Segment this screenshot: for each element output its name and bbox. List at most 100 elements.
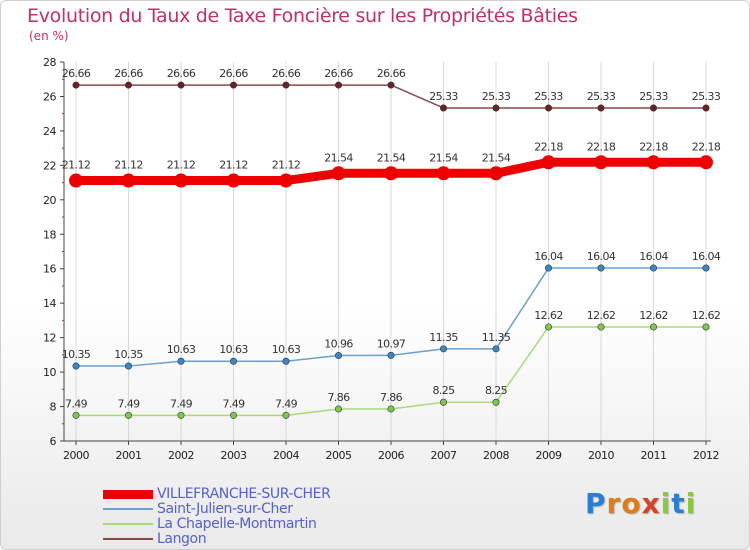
data-point	[649, 323, 657, 331]
data-point	[439, 345, 447, 353]
data-label: 10.97	[377, 337, 406, 350]
logo-letter: i	[660, 487, 672, 520]
data-point	[649, 264, 657, 272]
data-label: 7.49	[65, 397, 88, 410]
data-point	[544, 264, 552, 272]
y-tick-label: 12	[43, 332, 56, 345]
x-tick-label: 2011	[641, 449, 667, 462]
data-label: 10.63	[167, 343, 196, 356]
data-label: 10.35	[62, 348, 91, 361]
data-label: 10.35	[114, 348, 143, 361]
data-label: 7.49	[170, 397, 193, 410]
data-label: 21.54	[377, 151, 406, 164]
data-label: 25.33	[639, 90, 668, 103]
legend-item: VILLEFRANCHE-SUR-CHER	[103, 486, 331, 502]
data-label: 21.54	[482, 151, 511, 164]
y-tick-label: 28	[43, 56, 56, 69]
x-tick-label: 2009	[536, 449, 562, 462]
x-tick-label: 2008	[483, 449, 509, 462]
data-point	[702, 104, 710, 112]
data-point	[177, 411, 185, 419]
data-label: 16.04	[692, 250, 721, 263]
data-point	[125, 362, 133, 370]
data-label: 7.86	[380, 391, 403, 404]
data-point	[384, 166, 398, 181]
data-label: 26.66	[167, 67, 196, 80]
legend-swatch	[103, 508, 153, 510]
data-point	[387, 405, 395, 413]
data-label: 22.18	[639, 140, 668, 153]
logo-letter: r	[606, 487, 622, 520]
proxiti-logo: Proxiti	[585, 487, 696, 520]
data-point	[125, 411, 133, 419]
data-point	[387, 81, 395, 89]
data-point	[177, 357, 185, 365]
data-label: 22.18	[587, 140, 616, 153]
data-label: 26.66	[219, 67, 248, 80]
x-tick-label: 2006	[378, 449, 404, 462]
data-point	[125, 81, 133, 89]
data-point	[121, 173, 136, 188]
data-label: 11.35	[482, 331, 511, 344]
chart-unit: (en %)	[29, 29, 69, 43]
legend-label: VILLEFRANCHE-SUR-CHER	[157, 486, 331, 502]
data-label: 26.66	[62, 67, 91, 80]
data-point	[594, 155, 608, 170]
logo-letter: o	[621, 487, 642, 520]
y-tick-label: 18	[43, 228, 56, 241]
data-label: 16.04	[587, 250, 616, 263]
x-tick-label: 2012	[693, 449, 719, 462]
data-label: 10.96	[324, 338, 353, 351]
data-label: 21.12	[219, 159, 248, 172]
legend-swatch	[103, 538, 153, 540]
data-label: 21.12	[114, 159, 143, 172]
data-label: 7.49	[117, 397, 140, 410]
data-point	[282, 81, 290, 89]
data-point	[334, 352, 342, 360]
data-label: 12.62	[639, 309, 668, 322]
y-tick-label: 8	[50, 401, 57, 414]
data-point	[331, 166, 346, 181]
data-label: 21.54	[429, 151, 458, 164]
data-label: 8.25	[485, 384, 508, 397]
logo-letter: P	[585, 487, 607, 520]
legend-item: Saint-Julien-sur-Cher	[103, 501, 293, 517]
x-tick-label: 2004	[273, 449, 299, 462]
y-tick-label: 16	[43, 263, 56, 276]
data-point	[649, 104, 657, 112]
legend-label: Langon	[157, 531, 207, 547]
data-point	[439, 398, 447, 406]
data-point	[226, 173, 241, 188]
x-tick-label: 2005	[326, 449, 352, 462]
data-label: 10.63	[272, 343, 301, 356]
y-tick-label: 6	[50, 435, 57, 448]
data-label: 21.12	[62, 159, 91, 172]
data-label: 25.33	[692, 90, 721, 103]
legend-item: La Chapelle-Montmartin	[103, 516, 317, 532]
data-label: 26.66	[114, 67, 143, 80]
data-label: 22.18	[692, 140, 721, 153]
legend-label: La Chapelle-Montmartin	[157, 516, 317, 532]
y-tick-label: 20	[43, 194, 56, 207]
data-label: 25.33	[534, 90, 563, 103]
data-label: 25.33	[587, 90, 616, 103]
data-point	[646, 155, 661, 170]
data-label: 12.62	[587, 309, 616, 322]
data-label: 26.66	[377, 67, 406, 80]
data-point	[544, 323, 552, 331]
data-point	[702, 264, 710, 272]
data-point	[72, 411, 80, 419]
legend-label: Saint-Julien-sur-Cher	[157, 501, 293, 517]
data-point	[174, 173, 188, 188]
data-label: 11.35	[429, 331, 458, 344]
x-tick-label: 2000	[63, 449, 89, 462]
data-point	[282, 357, 290, 365]
y-tick-label: 10	[43, 366, 56, 379]
data-label: 12.62	[692, 309, 721, 322]
data-label: 26.66	[324, 67, 353, 80]
data-point	[492, 345, 500, 353]
data-label: 16.04	[639, 250, 668, 263]
y-tick-label: 14	[43, 297, 56, 310]
